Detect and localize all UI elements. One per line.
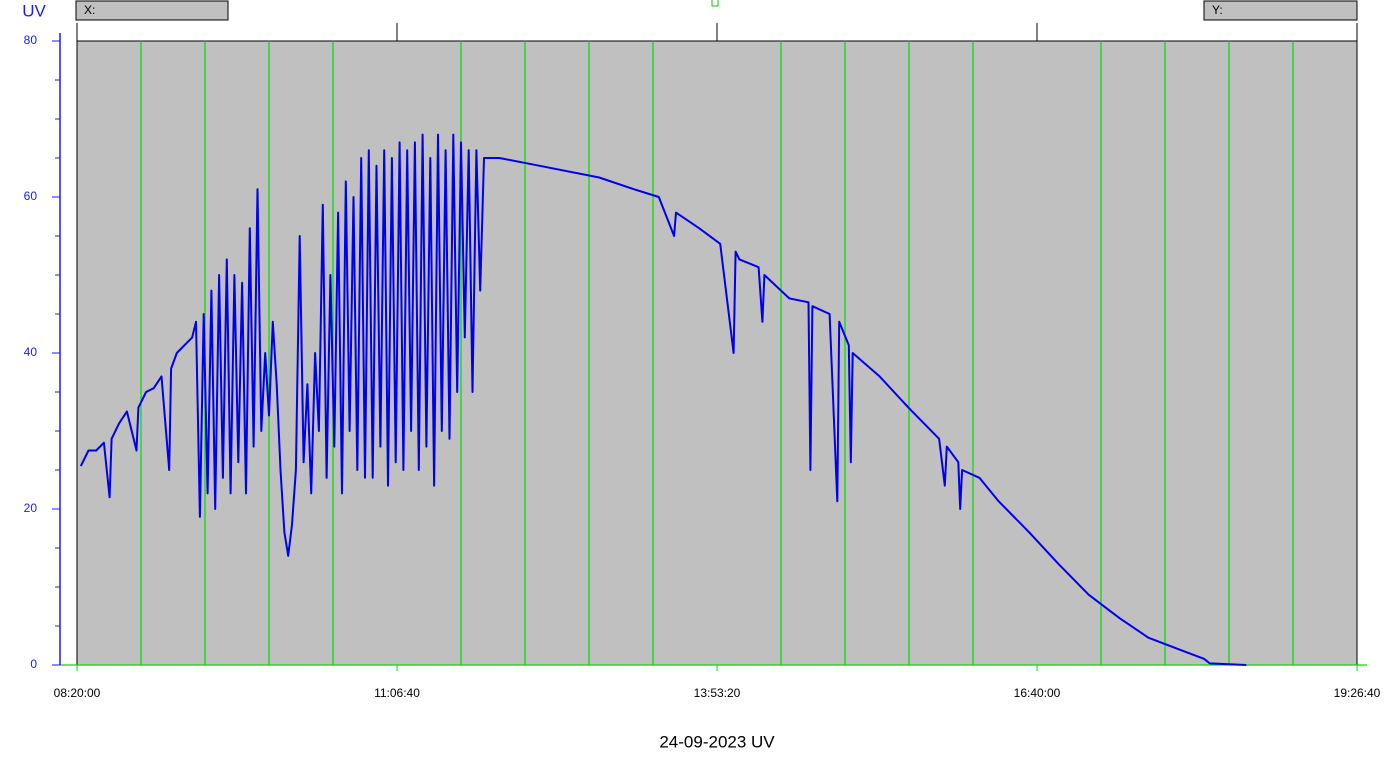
y-tick-label: 20 [24,501,38,515]
x-tick-label: 19:26:40 [1334,686,1381,700]
marker [711,0,719,7]
y-cursor-box [1203,0,1358,21]
x-cursor-box [75,0,229,21]
y-tick-label: 80 [24,33,38,47]
y-axis-label: UV [22,1,46,20]
x-tick-label: 11:06:40 [374,686,420,700]
y-cursor-label: Y: [1212,3,1223,17]
plot-area [76,40,1358,666]
data-line [79,133,1247,666]
chart-title: 24-09-2023 UV [659,732,775,751]
x-tick-label: 13:53:20 [694,686,741,700]
x-tick-label: 16:40:00 [1014,686,1061,700]
x-tick-label: 08:20:00 [54,686,101,700]
y-tick-label: 60 [24,189,38,203]
y-tick-label: 0 [30,657,37,671]
x-cursor-label: X: [84,3,95,17]
y-tick-label: 40 [24,345,38,359]
